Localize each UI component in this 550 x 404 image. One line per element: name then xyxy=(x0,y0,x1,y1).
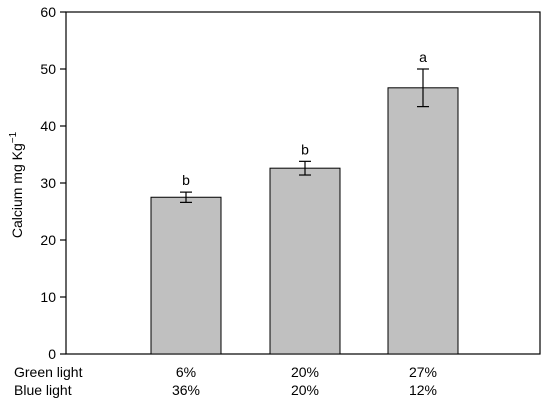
y-tick-label: 10 xyxy=(40,289,56,305)
bar xyxy=(387,87,459,355)
blue-light-value: 20% xyxy=(291,382,319,398)
x-axis-labels: Green light Blue light 6% 36% 20% 20% 27% 12% xyxy=(14,364,437,398)
significance-label: b xyxy=(182,172,190,188)
y-tick-label: 50 xyxy=(40,61,56,77)
y-tick-label: 30 xyxy=(40,175,56,191)
bars: b b a xyxy=(150,49,459,355)
y-axis: 0 10 20 30 40 50 60 xyxy=(40,4,66,362)
y-tick-label: 60 xyxy=(40,4,56,20)
blue-light-value: 12% xyxy=(409,382,437,398)
y-tick-label: 40 xyxy=(40,118,56,134)
row-label-green-light: Green light xyxy=(14,364,83,380)
y-tick-label: 0 xyxy=(48,346,56,362)
significance-label: b xyxy=(301,141,309,157)
row-label-blue-light: Blue light xyxy=(14,382,72,398)
green-light-value: 20% xyxy=(291,364,319,380)
bar xyxy=(150,196,222,355)
green-light-value: 27% xyxy=(409,364,437,380)
green-light-value: 6% xyxy=(176,364,196,380)
significance-label: a xyxy=(419,49,427,65)
bar xyxy=(269,167,341,355)
blue-light-value: 36% xyxy=(172,382,200,398)
y-axis-title: Calcium mg Kg−1 xyxy=(8,131,25,238)
y-tick-label: 20 xyxy=(40,232,56,248)
